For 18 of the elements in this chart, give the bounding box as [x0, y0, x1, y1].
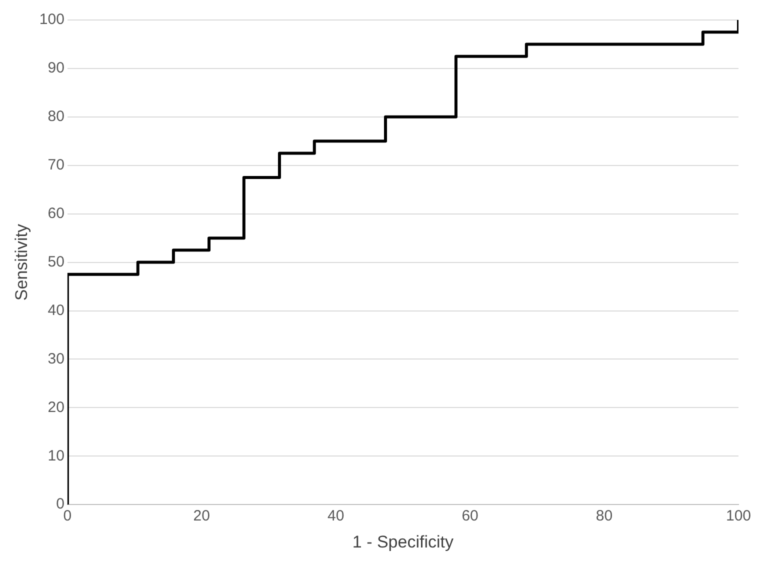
y-tick-label: 0: [56, 496, 64, 513]
x-tick-label: 40: [328, 508, 344, 525]
y-tick-label: 90: [48, 60, 64, 77]
y-tick-label: 10: [48, 447, 64, 464]
y-tick-label: 80: [48, 108, 64, 126]
y-tick-label: 50: [48, 253, 64, 270]
y-tick-label: 30: [48, 350, 64, 368]
y-tick-label: 70: [48, 156, 64, 174]
y-axis-title: Sensitivity: [12, 224, 31, 301]
y-tick-label: 40: [48, 302, 64, 319]
y-tick-label: 100: [39, 11, 64, 28]
x-tick-label: 80: [596, 508, 613, 525]
y-tick-label: 20: [48, 398, 64, 416]
x-tick-label: 20: [193, 508, 210, 525]
x-tick-label: 60: [462, 508, 478, 525]
x-axis-title: 1 - Specificity: [352, 532, 454, 552]
y-tick-label: 60: [48, 204, 64, 222]
x-tick-label: 100: [726, 508, 751, 525]
